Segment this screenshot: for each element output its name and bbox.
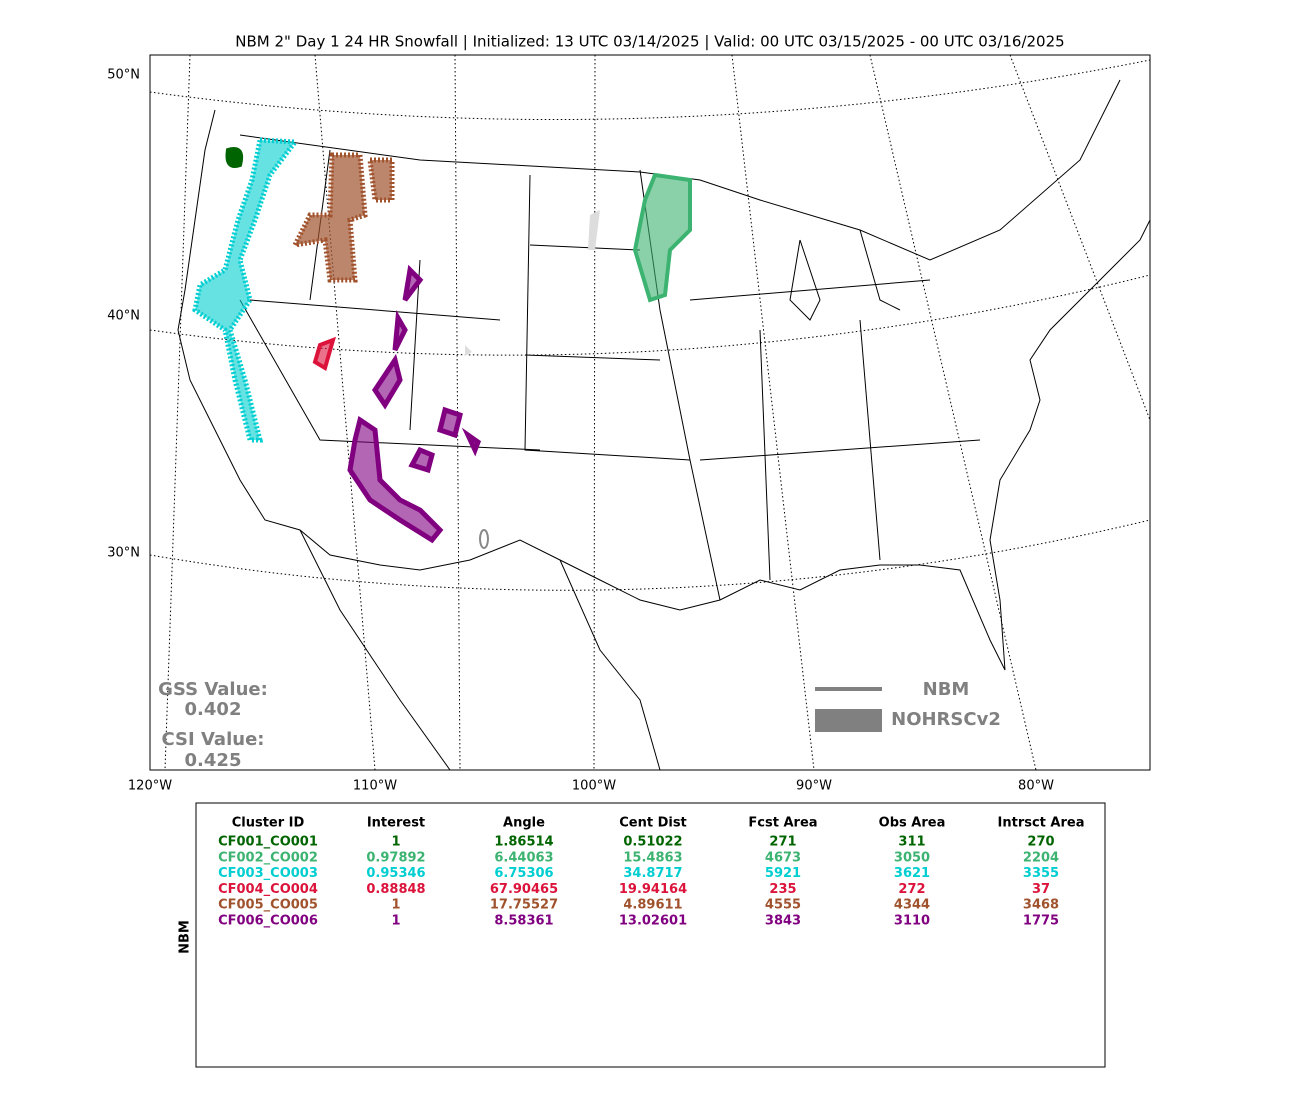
table-cell: 15.4863 xyxy=(623,850,682,865)
stat-text: GSS Value: xyxy=(158,679,268,700)
cluster-cf005 xyxy=(290,152,395,283)
table-header: Fcst Area xyxy=(748,816,817,831)
table-cell: 270 xyxy=(1027,835,1054,850)
table-cell: CF006_CO006 xyxy=(218,914,318,929)
cluster-cf004 xyxy=(312,336,337,372)
table-cell: 1775 xyxy=(1023,914,1059,929)
table-cell: 0.88848 xyxy=(366,882,425,897)
table-cell: 0.97892 xyxy=(366,850,425,865)
table-header: Intrsct Area xyxy=(998,816,1085,831)
state-borders xyxy=(239,149,981,601)
table-header: Cent Dist xyxy=(619,816,687,831)
graticule xyxy=(150,274,1150,356)
stat-text: CSI Value: xyxy=(162,729,265,750)
table-header: Obs Area xyxy=(879,816,946,831)
table-cell: CF005_CO005 xyxy=(218,898,318,913)
table-cell: 4.89611 xyxy=(623,898,682,913)
table-cell: 311 xyxy=(898,835,925,850)
cluster-cf001 xyxy=(225,147,244,168)
table-cell: 272 xyxy=(898,882,925,897)
table-cell: CF002_CO002 xyxy=(218,850,318,865)
table-cell: 235 xyxy=(769,882,796,897)
legend-label: NBM xyxy=(923,679,970,700)
unmatched-object xyxy=(479,529,489,549)
table-cell: 6.75306 xyxy=(494,866,553,881)
table-cell: 13.02601 xyxy=(619,914,687,929)
lon-label: 100°W xyxy=(572,779,616,794)
table-cell: 2204 xyxy=(1023,850,1059,865)
table-header: Cluster ID xyxy=(232,816,305,831)
lon-label: 90°W xyxy=(796,779,832,794)
table-cell: 0.95346 xyxy=(366,866,425,881)
stat-text: 0.402 xyxy=(185,699,242,720)
lakes xyxy=(789,229,901,321)
border xyxy=(299,529,661,770)
cluster-cf006 xyxy=(347,264,482,544)
side-label: NBM xyxy=(178,920,193,954)
table-cell: 37 xyxy=(1032,882,1050,897)
map-frame xyxy=(149,54,1151,771)
table-cell: 5921 xyxy=(765,866,801,881)
table-cell: 3050 xyxy=(894,850,930,865)
graticule xyxy=(150,59,1150,121)
table-cell: 1.86514 xyxy=(494,835,553,850)
table-cell: 1 xyxy=(391,914,400,929)
lat-label: 50°N xyxy=(107,68,140,83)
legend-label: NOHRSCv2 xyxy=(891,709,1001,730)
table-cell: CF001_CO001 xyxy=(218,835,318,850)
stat-text: 0.425 xyxy=(185,750,242,771)
lon-label: 110°W xyxy=(353,779,397,794)
table-cell: 3843 xyxy=(765,914,801,929)
graticule xyxy=(164,55,191,770)
title: NBM 2" Day 1 24 HR Snowfall | Initialize… xyxy=(235,33,1064,51)
cluster-cf003 xyxy=(192,137,300,443)
table-cell: 3355 xyxy=(1023,866,1059,881)
table-cell: 67.90465 xyxy=(490,882,558,897)
table-header: Angle xyxy=(503,816,545,831)
table-cell: 1 xyxy=(391,835,400,850)
cluster-cf002 xyxy=(632,172,692,303)
lat-label: 40°N xyxy=(107,309,140,324)
table-cell: 19.94164 xyxy=(619,882,687,897)
border xyxy=(239,79,1121,261)
graticule xyxy=(1009,55,1150,421)
table-cell: 3110 xyxy=(894,914,930,929)
lon-label: 120°W xyxy=(128,779,172,794)
table-frame xyxy=(195,802,1106,1068)
table-header: Interest xyxy=(367,816,425,831)
table-cell: CF004_CO004 xyxy=(218,882,318,897)
table-cell: 3468 xyxy=(1023,898,1059,913)
table-cell: 0.51022 xyxy=(623,835,682,850)
table-cell: 4344 xyxy=(894,898,930,913)
table-cell: 1 xyxy=(391,898,400,913)
table-cell: 8.58361 xyxy=(494,914,553,929)
table-cell: CF003_CO003 xyxy=(218,866,318,881)
legend-swatch xyxy=(815,709,882,732)
table-cell: 17.75527 xyxy=(490,898,558,913)
map xyxy=(149,54,1151,771)
table-cell: 3621 xyxy=(894,866,930,881)
lon-label: 80°W xyxy=(1018,779,1054,794)
table-cell: 271 xyxy=(769,835,796,850)
table-cell: 4673 xyxy=(765,850,801,865)
lat-label: 30°N xyxy=(107,546,140,561)
table-cell: 4555 xyxy=(765,898,801,913)
table-cell: 6.44063 xyxy=(494,850,553,865)
table-cell: 34.8717 xyxy=(623,866,682,881)
